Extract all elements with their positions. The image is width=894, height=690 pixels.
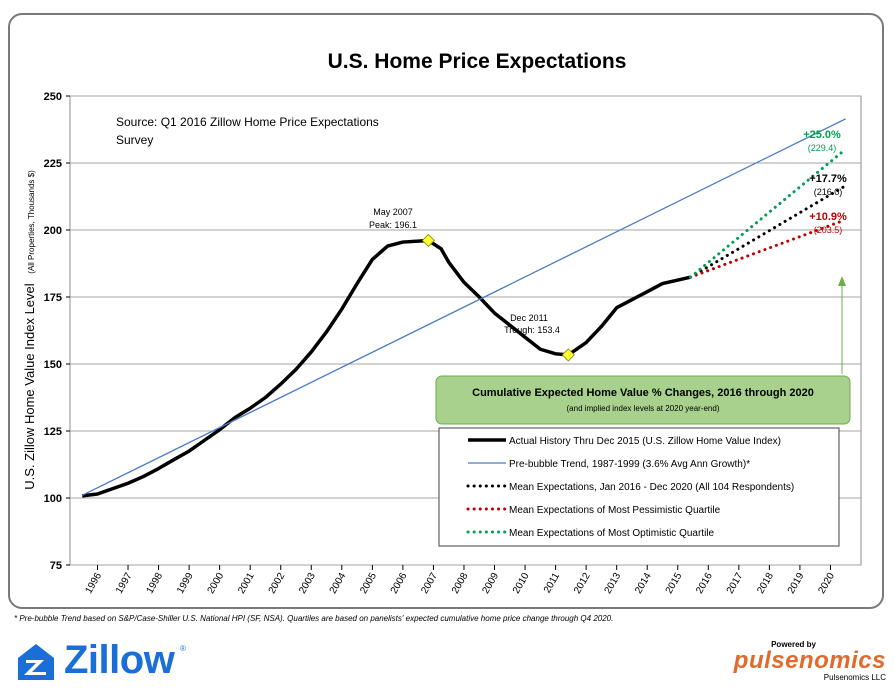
source-note-line2: Survey bbox=[116, 133, 153, 147]
trough-marker bbox=[561, 348, 575, 362]
x-tick-label-2008: 2008 bbox=[450, 571, 471, 596]
y-tick-label-100: 100 bbox=[44, 493, 62, 505]
peak-marker bbox=[421, 233, 435, 248]
x-tick-label-1999: 1999 bbox=[175, 571, 196, 596]
series-layer bbox=[81, 118, 847, 498]
source-note-line1: Source: Q1 2016 Zillow Home Price Expect… bbox=[116, 115, 379, 129]
x-tick-label-2016: 2016 bbox=[694, 571, 715, 596]
trough-label-line1: Dec 2011 bbox=[510, 313, 548, 323]
series-line-3 bbox=[688, 219, 845, 279]
x-tick-label-2003: 2003 bbox=[297, 571, 318, 596]
x-tick-label-2015: 2015 bbox=[664, 571, 685, 596]
legend-label-0: Actual History Thru Dec 2015 (U.S. Zillo… bbox=[509, 436, 781, 447]
y-tick-label-150: 150 bbox=[44, 359, 62, 371]
series-line-4 bbox=[688, 149, 845, 279]
y-axis-label: U.S. Zillow Home Value Index Level (All … bbox=[22, 170, 37, 490]
x-tick-label-2000: 2000 bbox=[206, 571, 227, 596]
legend-label-1: Pre-bubble Trend, 1987-1999 (3.6% Avg An… bbox=[509, 459, 750, 470]
zillow-logo: Zillow ® bbox=[14, 638, 194, 684]
x-tick-label-2004: 2004 bbox=[328, 571, 349, 596]
mean-level-label: (216.0) bbox=[814, 187, 843, 197]
x-tick-label-1997: 1997 bbox=[114, 571, 135, 596]
x-tick-label-2001: 2001 bbox=[236, 571, 257, 596]
legend: Actual History Thru Dec 2015 (U.S. Zillo… bbox=[466, 436, 794, 539]
x-tick-label-2019: 2019 bbox=[786, 571, 807, 596]
y-tick-label-75: 75 bbox=[50, 560, 62, 572]
x-tick-label-2006: 2006 bbox=[389, 571, 410, 596]
y-tick-label-125: 125 bbox=[44, 426, 62, 438]
legend-label-4: Mean Expectations of Most Optimistic Qua… bbox=[509, 528, 715, 539]
x-axis: 1996 1997 1998 1999 2000 2001 2002 2003 2004 2005… bbox=[83, 565, 837, 596]
y-axis: 75 100 125 150 175 200 225 250 bbox=[44, 91, 70, 572]
footnote: * Pre-bubble Trend based on S&P/Case-Shi… bbox=[14, 614, 614, 623]
callout-title: Cumulative Expected Home Value % Changes… bbox=[472, 387, 814, 399]
series-line-2 bbox=[688, 185, 845, 279]
series-line-1 bbox=[81, 118, 847, 496]
y-tick-label-175: 175 bbox=[44, 292, 62, 304]
pessimistic-pct-label: +10.9% bbox=[809, 211, 847, 223]
x-tick-label-2013: 2013 bbox=[603, 571, 624, 596]
pulsenomics-llc-label: Pulsenomics LLC bbox=[823, 673, 886, 682]
source-note: Source: Q1 2016 Zillow Home Price Expect… bbox=[116, 115, 382, 147]
y-tick-label-200: 200 bbox=[44, 225, 62, 237]
optimistic-pct-label: +25.0% bbox=[803, 129, 841, 141]
registered-mark: ® bbox=[180, 644, 186, 653]
x-tick-label-2018: 2018 bbox=[755, 571, 776, 596]
peak-label-line1: May 2007 bbox=[373, 207, 413, 217]
marker-layer bbox=[421, 233, 575, 362]
chart-title: U.S. Home Price Expectations bbox=[328, 50, 627, 73]
x-tick-label-2009: 2009 bbox=[480, 571, 501, 596]
zillow-wordmark: Zillow bbox=[64, 638, 175, 682]
callout-box bbox=[435, 375, 851, 425]
x-tick-label-2010: 2010 bbox=[511, 571, 532, 596]
series-line-0 bbox=[82, 238, 691, 498]
pulsenomics-logo: Powered by pulsenomics Pulsenomics LLC bbox=[730, 640, 886, 688]
powered-by-label: Powered by bbox=[771, 640, 816, 649]
x-tick-label-2002: 2002 bbox=[267, 571, 288, 596]
y-axis-label-sub: (All Properties, Thousands $) bbox=[27, 170, 36, 274]
legend-label-3: Mean Expectations of Most Pessimistic Qu… bbox=[509, 505, 721, 516]
x-tick-label-2007: 2007 bbox=[419, 571, 440, 596]
zillow-z-icon bbox=[18, 644, 54, 680]
peak-label-line2: Peak: 196.1 bbox=[369, 220, 417, 230]
x-tick-label-2017: 2017 bbox=[725, 571, 746, 596]
x-tick-label-2011: 2011 bbox=[542, 571, 562, 596]
x-tick-label-2005: 2005 bbox=[358, 571, 379, 596]
pulsenomics-wordmark: pulsenomics bbox=[733, 647, 886, 674]
x-tick-label-2014: 2014 bbox=[633, 571, 654, 596]
y-axis-label-main: U.S. Zillow Home Value Index Level bbox=[22, 283, 37, 490]
y-tick-label-225: 225 bbox=[44, 158, 62, 170]
pessimistic-level-label: (203.5) bbox=[814, 225, 843, 235]
x-tick-label-1996: 1996 bbox=[83, 571, 104, 596]
x-tick-label-2012: 2012 bbox=[572, 571, 593, 596]
legend-label-2: Mean Expectations, Jan 2016 - Dec 2020 (… bbox=[509, 482, 794, 493]
callout-subtitle: (and implied index levels at 2020 year-e… bbox=[567, 404, 720, 413]
x-tick-label-2020: 2020 bbox=[816, 571, 837, 596]
callout-arrow-head bbox=[838, 276, 846, 286]
x-tick-label-1998: 1998 bbox=[145, 571, 166, 596]
trough-label-line2: Trough: 153.4 bbox=[504, 325, 560, 335]
optimistic-level-label: (229.4) bbox=[808, 143, 837, 153]
mean-pct-label: +17.7% bbox=[809, 173, 847, 185]
y-tick-label-250: 250 bbox=[44, 91, 62, 103]
